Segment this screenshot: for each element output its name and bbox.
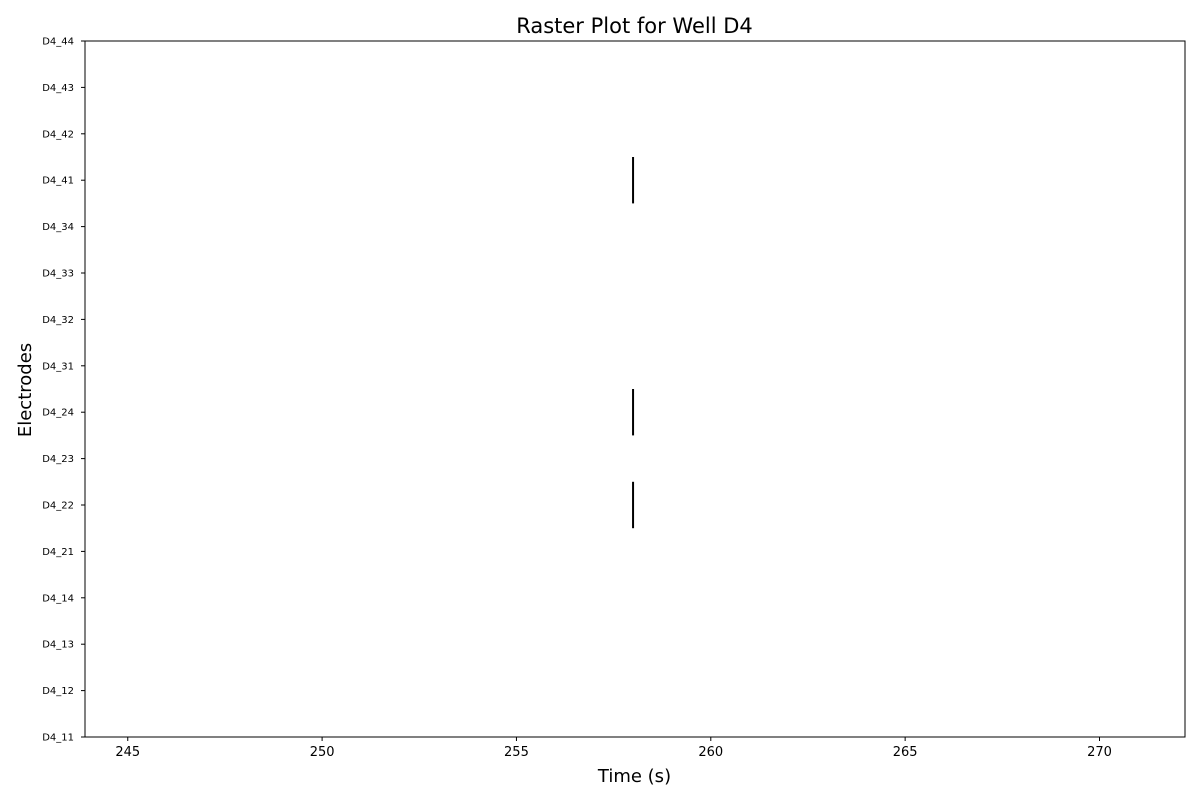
y-tick-label: D4_21: [42, 547, 74, 558]
y-tick-label: D4_42: [42, 129, 74, 140]
y-axis: D4_11 D4_12 D4_13 D4_14 D4_21 D4_22 D4_23 D4_24…: [42, 37, 85, 744]
x-axis-label: Time (s): [597, 766, 671, 787]
x-tick-label: 250: [310, 745, 335, 760]
y-tick-label: D4_34: [42, 222, 74, 233]
y-tick-label: D4_33: [42, 269, 74, 280]
x-tick-label: 255: [504, 745, 529, 760]
x-tick-label: 270: [1087, 745, 1112, 760]
y-tick-label: D4_11: [42, 733, 74, 744]
plot-frame: [84, 40, 1186, 738]
y-tick-label: D4_14: [42, 593, 74, 604]
y-tick-label: D4_44: [42, 37, 74, 48]
x-tick-label: 260: [698, 745, 723, 760]
y-tick-label: D4_24: [42, 408, 74, 419]
y-tick-label: D4_43: [42, 83, 74, 94]
x-axis: 245 250 255 260 265 270: [115, 737, 1112, 760]
chart-title: Raster Plot for Well D4: [516, 14, 753, 38]
y-tick-label: D4_32: [42, 315, 74, 326]
y-tick-label: D4_31: [42, 361, 74, 372]
y-tick-label: D4_13: [42, 640, 74, 651]
y-tick-label: D4_22: [42, 501, 74, 512]
x-tick-label: 245: [115, 745, 140, 760]
y-tick-label: D4_12: [42, 686, 74, 697]
x-tick-label: 265: [893, 745, 918, 760]
y-axis-label: Electrodes: [15, 343, 36, 437]
y-tick-label: D4_41: [42, 176, 74, 187]
y-tick-label: D4_23: [42, 454, 74, 465]
